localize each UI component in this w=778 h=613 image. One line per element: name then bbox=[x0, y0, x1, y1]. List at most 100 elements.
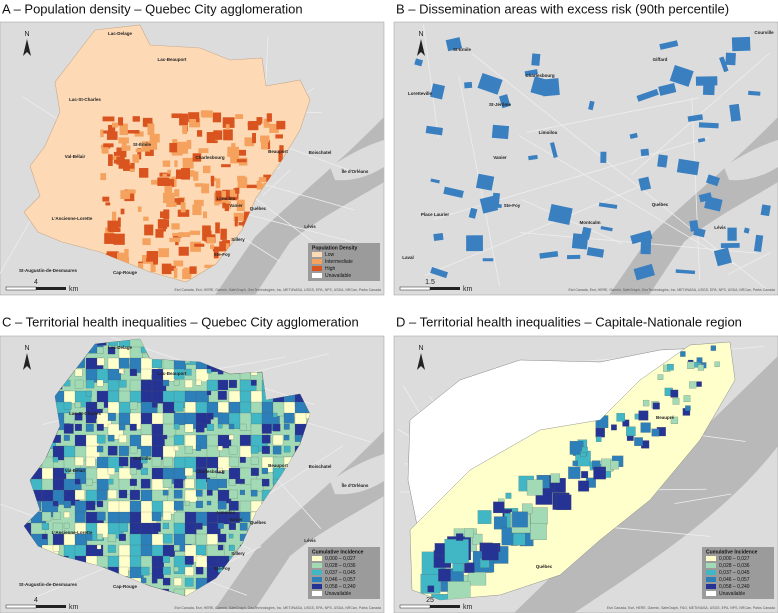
incidence-area bbox=[283, 445, 291, 453]
place-label: Île d'Orléans bbox=[341, 481, 369, 488]
excess-risk-area bbox=[659, 40, 679, 50]
density-area bbox=[223, 129, 233, 141]
incidence-area bbox=[184, 368, 192, 376]
density-area bbox=[210, 175, 215, 187]
incidence-area bbox=[96, 434, 106, 444]
excess-risk-area bbox=[445, 37, 463, 52]
incidence-area bbox=[74, 423, 82, 431]
incidence-area bbox=[107, 434, 115, 442]
incidence-area bbox=[118, 511, 131, 524]
incidence-area bbox=[239, 456, 246, 463]
legend-title: Cumulative Incidence bbox=[312, 549, 364, 555]
density-area bbox=[202, 211, 207, 219]
incidence-area bbox=[162, 423, 177, 438]
incidence-area bbox=[140, 467, 148, 475]
scale-bar bbox=[399, 286, 431, 291]
excess-risk-area bbox=[586, 246, 605, 258]
density-area bbox=[173, 260, 184, 267]
excess-risk-area bbox=[567, 254, 581, 260]
scale-bar bbox=[36, 605, 66, 608]
road bbox=[521, 199, 623, 245]
incidence-area bbox=[118, 456, 129, 467]
north-arrow bbox=[23, 39, 31, 56]
scale-unit: km bbox=[463, 286, 473, 293]
incidence-area bbox=[162, 555, 170, 563]
road bbox=[727, 252, 771, 275]
incidence-area bbox=[228, 544, 235, 551]
excess-risk-area bbox=[539, 251, 559, 259]
incidence-area bbox=[505, 492, 512, 499]
density-area bbox=[219, 241, 230, 251]
excess-risk-area bbox=[528, 154, 538, 161]
incidence-area bbox=[217, 467, 223, 473]
excess-risk-area bbox=[443, 186, 464, 199]
density-area bbox=[151, 179, 158, 185]
density-area bbox=[260, 135, 270, 143]
density-area bbox=[237, 177, 248, 189]
incidence-area bbox=[162, 434, 168, 440]
density-area bbox=[263, 174, 272, 182]
excess-risk-area bbox=[531, 53, 541, 66]
density-area bbox=[147, 123, 155, 135]
place-label: Charlesbourg bbox=[195, 155, 225, 160]
incidence-area bbox=[250, 379, 257, 386]
density-area bbox=[104, 233, 115, 244]
incidence-area bbox=[173, 423, 180, 430]
legend-item: Intermediate bbox=[325, 259, 353, 265]
excess-risk-area bbox=[524, 69, 538, 77]
incidence-area bbox=[173, 489, 183, 499]
excess-risk-area bbox=[547, 203, 573, 225]
density-area bbox=[137, 148, 142, 160]
incidence-area bbox=[670, 389, 679, 398]
incidence-area bbox=[431, 594, 454, 600]
incidence-area bbox=[184, 489, 198, 503]
density-area bbox=[171, 223, 180, 230]
density-area bbox=[266, 113, 272, 122]
incidence-area bbox=[689, 381, 697, 389]
incidence-area bbox=[173, 544, 180, 551]
incidence-area bbox=[107, 445, 118, 456]
legend-item: Low bbox=[325, 252, 335, 258]
place-label: Boischatel bbox=[309, 150, 332, 155]
density-area bbox=[143, 216, 149, 221]
excess-risk-area bbox=[675, 269, 696, 275]
density-area bbox=[234, 220, 238, 227]
incidence-area bbox=[184, 478, 195, 489]
density-area bbox=[132, 116, 140, 122]
density-area bbox=[206, 132, 218, 144]
excess-risk-area bbox=[468, 207, 478, 219]
place-label: Vanier bbox=[493, 155, 507, 160]
incidence-area bbox=[63, 500, 72, 509]
excess-risk-area bbox=[698, 192, 713, 203]
density-area bbox=[188, 112, 200, 123]
incidence-area bbox=[52, 511, 61, 520]
density-area bbox=[216, 198, 229, 203]
legend-item: 0,037 – 0,045 bbox=[325, 570, 356, 576]
density-area bbox=[105, 227, 114, 237]
incidence-area bbox=[162, 533, 173, 544]
density-area bbox=[225, 124, 230, 130]
density-area bbox=[193, 117, 201, 128]
incidence-area bbox=[129, 390, 142, 403]
incidence-area bbox=[118, 522, 128, 532]
density-area bbox=[213, 249, 219, 259]
incidence-area bbox=[74, 379, 84, 389]
panel-title: C – Territorial health inequalities – Qu… bbox=[2, 314, 359, 329]
incidence-area bbox=[151, 434, 165, 448]
incidence-area bbox=[74, 511, 86, 523]
place-label: Boischatel bbox=[309, 464, 332, 469]
incidence-area bbox=[118, 434, 127, 443]
incidence-area bbox=[162, 445, 176, 459]
place-label: Vanier bbox=[229, 517, 243, 522]
place-label: St-Émile bbox=[453, 45, 472, 52]
incidence-area bbox=[239, 500, 252, 513]
incidence-area bbox=[595, 427, 605, 438]
density-area bbox=[146, 251, 159, 262]
incidence-area bbox=[96, 346, 104, 354]
incidence-area bbox=[85, 533, 93, 541]
incidence-area bbox=[107, 390, 120, 403]
incidence-area bbox=[96, 555, 109, 568]
excess-risk-area bbox=[475, 173, 495, 191]
road bbox=[630, 52, 771, 176]
